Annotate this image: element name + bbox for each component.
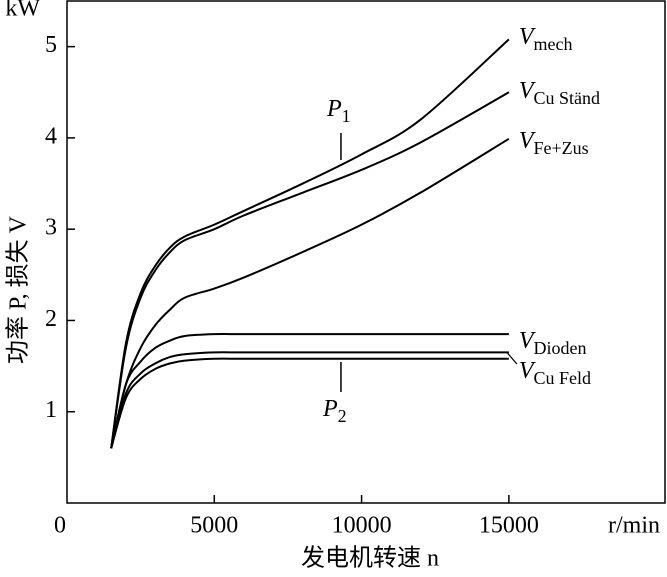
- label-symbol: V: [519, 358, 536, 384]
- label-symbol: V: [519, 328, 536, 354]
- label-symbol: P: [322, 396, 338, 422]
- y-tick-label: 3: [45, 215, 57, 241]
- series-line: [110, 357, 509, 449]
- series-line: [110, 91, 510, 449]
- series-label: VDioden: [519, 328, 587, 359]
- x-unit: r/min: [608, 513, 660, 539]
- label-subscript: Cu Feld: [534, 368, 592, 388]
- label-subscript: Dioden: [534, 338, 587, 358]
- series-label: VCu Feld: [519, 358, 591, 389]
- series-label: Vmech: [519, 24, 573, 55]
- annotation: P2: [322, 396, 347, 427]
- label-symbol: P: [326, 96, 342, 122]
- y-unit: kW: [5, 0, 40, 22]
- label-subscript: 2: [338, 406, 347, 426]
- label-subscript: 1: [342, 106, 351, 126]
- series-line: [110, 333, 509, 449]
- x-tick-label: 15000: [479, 513, 539, 539]
- y-tick-label: 1: [45, 397, 57, 423]
- plot-frame: [66, 0, 666, 504]
- series-label: VFe+Zus: [519, 128, 589, 159]
- y-axis-label: 功率 P, 损失 V: [5, 215, 32, 364]
- x-axis-label: 发电机转速 n: [301, 545, 439, 572]
- label-symbol: V: [519, 128, 536, 154]
- x-tick-label: 5000: [190, 513, 238, 539]
- x-tick-label: 10000: [332, 513, 392, 539]
- y-tick-label: 5: [45, 32, 57, 58]
- x-tick-label: 0: [54, 513, 66, 539]
- series-label: VCu Ständ: [519, 78, 600, 109]
- label-symbol: V: [519, 24, 536, 50]
- label-leader: [506, 352, 518, 365]
- label-subscript: Fe+Zus: [534, 138, 589, 158]
- y-tick-label: 2: [45, 306, 57, 332]
- series-line: [110, 38, 510, 449]
- label-symbol: V: [519, 78, 536, 104]
- series-line: [110, 351, 509, 449]
- label-subscript: mech: [534, 34, 573, 54]
- annotation: P1: [326, 96, 351, 127]
- series-line: [110, 137, 510, 449]
- y-tick-label: 4: [45, 123, 57, 149]
- label-subscript: Cu Ständ: [534, 88, 601, 108]
